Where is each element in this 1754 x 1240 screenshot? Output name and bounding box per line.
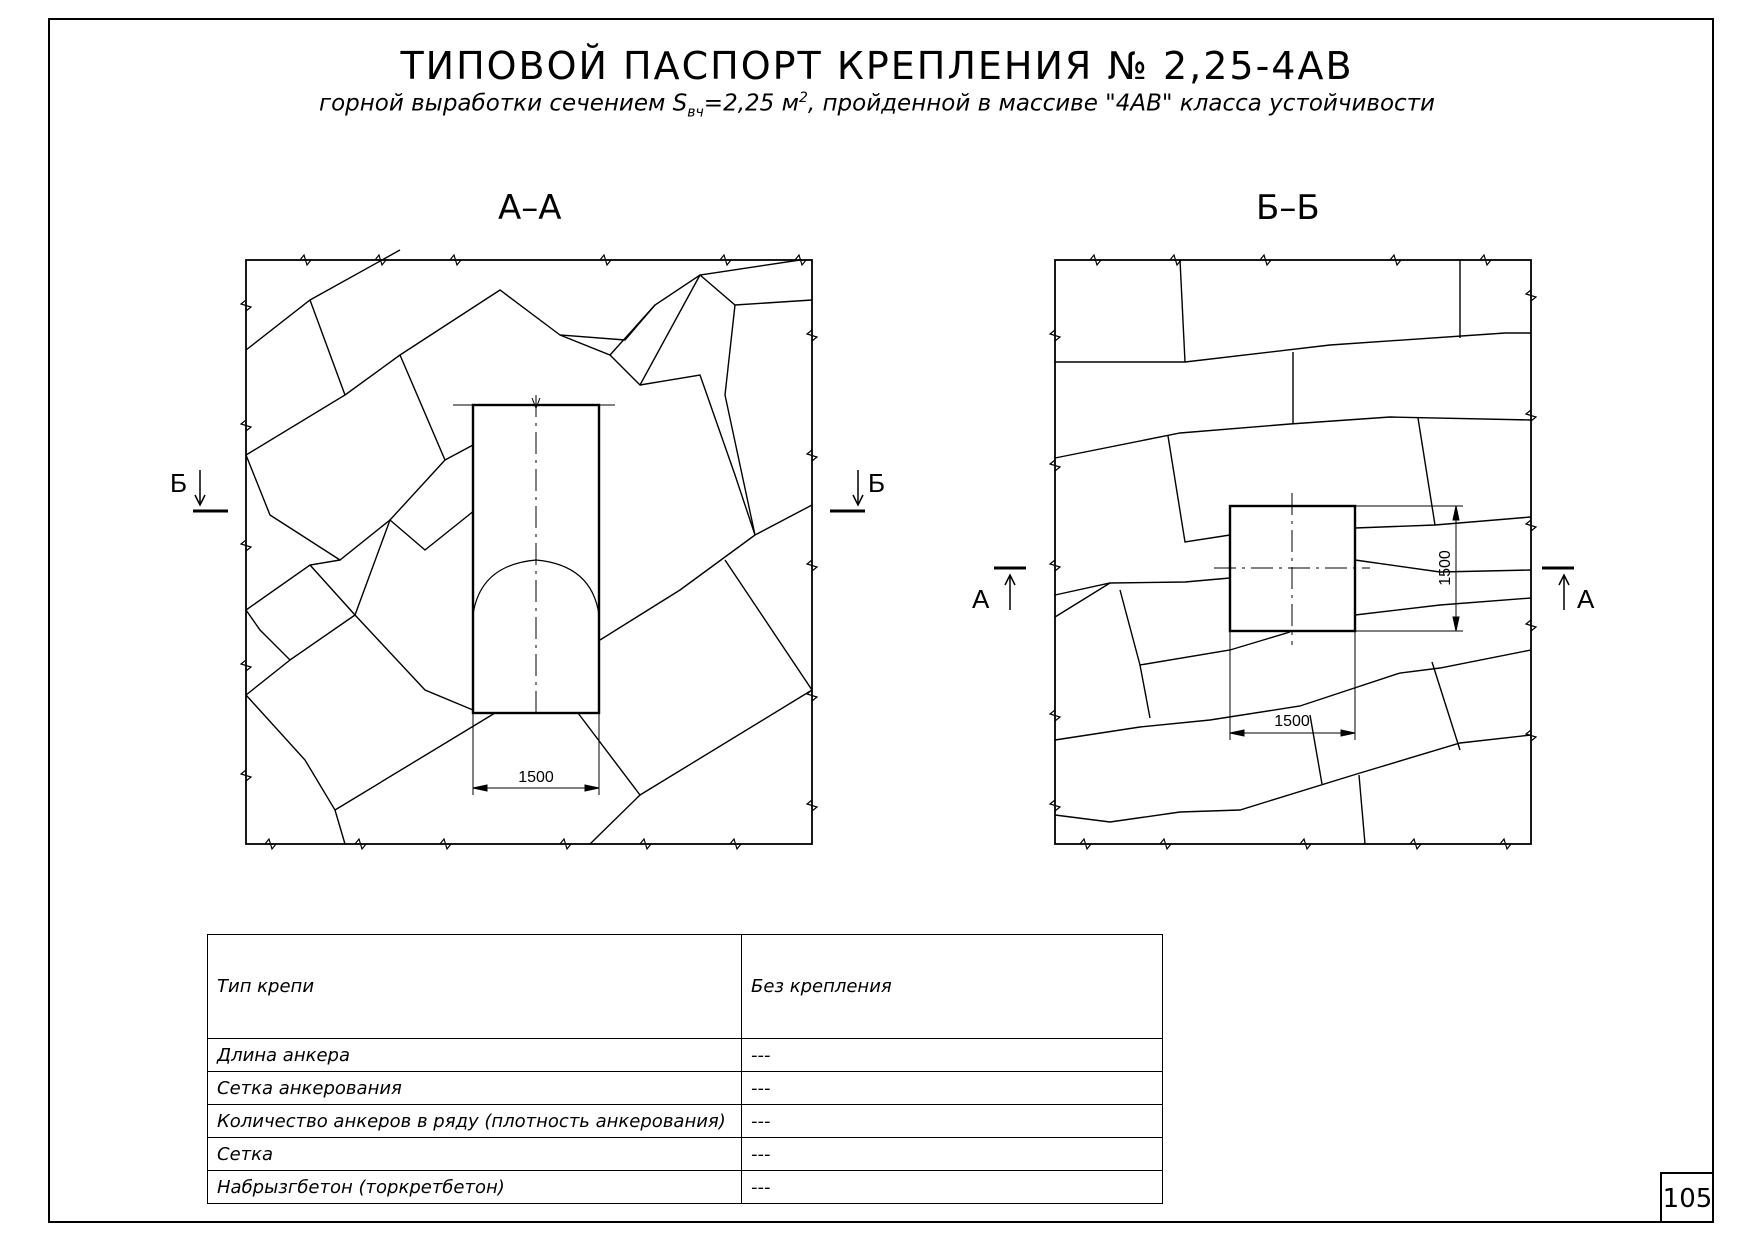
table-header-value: Без крепления — [741, 934, 1163, 1039]
section-aa-break-marks — [239, 253, 819, 851]
view-label-bb: Б–Б — [1256, 188, 1320, 228]
subtitle-superscript: 2 — [798, 90, 808, 106]
section-bb-rock-joints — [1054, 259, 1532, 845]
cut-mark-bb-left-label: А — [972, 584, 990, 614]
subtitle-text-start: горной выработки сечением S — [318, 90, 688, 117]
subtitle-text-middle: =2,25 м — [703, 90, 799, 117]
table-row-value: --- — [741, 1104, 1163, 1138]
cut-mark-bb-right-label: А — [1577, 584, 1595, 614]
dimension-aa-text: 1500 — [518, 769, 554, 786]
section-aa-rock-joints — [245, 249, 813, 845]
cut-mark-aa-left — [193, 470, 228, 513]
table-row: Сетка анкерования --- — [207, 1071, 1163, 1105]
cut-mark-aa-right-label: Б — [868, 468, 885, 498]
support-spec-table: Тип крепи Без крепления Длина анкера ---… — [207, 934, 1163, 1204]
table-row: Набрызгбетон (торкретбетон) --- — [207, 1170, 1163, 1204]
view-label-aa: А–А — [498, 188, 562, 228]
table-row-value: --- — [741, 1071, 1163, 1105]
section-aa-border — [245, 259, 813, 845]
table-row-value: --- — [741, 1170, 1163, 1204]
table-row-value: --- — [741, 1038, 1163, 1072]
table-row: Сетка --- — [207, 1137, 1163, 1171]
table-row-value: --- — [741, 1137, 1163, 1171]
dimension-aa — [472, 713, 600, 795]
dimension-bb-horizontal-text: 1500 — [1274, 713, 1310, 730]
section-bb: 1500 1500 А А — [972, 253, 1595, 851]
table-row: Количество анкеров в ряду (плотность анк… — [207, 1104, 1163, 1138]
table-row-label: Набрызгбетон (торкретбетон) — [207, 1170, 742, 1204]
drawing-subtitle: горной выработки сечением Sвч=2,25 м2, п… — [0, 90, 1754, 120]
cut-mark-bb-left — [994, 566, 1026, 610]
subtitle-text-end: , пройденной в массиве "4АВ" класса усто… — [807, 90, 1436, 117]
sheet-frame — [48, 18, 1714, 1223]
excavation-aa — [453, 395, 615, 715]
dimension-bb-horizontal — [1229, 631, 1356, 740]
cut-mark-aa-left-label: Б — [170, 468, 187, 498]
table-row: Длина анкера --- — [207, 1038, 1163, 1072]
cut-mark-aa-right — [830, 470, 865, 513]
page-number: 105 — [1660, 1172, 1713, 1223]
drawing-title: ТИПОВОЙ ПАСПОРТ КРЕПЛЕНИЯ № 2,25-4АВ — [400, 44, 1354, 88]
dimension-bb-vertical-text: 1500 — [1437, 550, 1454, 586]
table-row-label: Количество анкеров в ряду (плотность анк… — [207, 1104, 742, 1138]
dimension-bb-vertical — [1355, 505, 1463, 632]
subtitle-subscript: вч — [687, 104, 704, 121]
table-row-label: Сетка — [207, 1137, 742, 1171]
table-header-label: Тип крепи — [207, 934, 742, 1039]
table-header-row: Тип крепи Без крепления — [207, 934, 1163, 1039]
section-bb-border — [1054, 259, 1532, 845]
section-aa: 1500 Б Б — [170, 249, 885, 851]
excavation-bb — [1214, 493, 1370, 645]
table-row-label: Сетка анкерования — [207, 1071, 742, 1105]
section-bb-break-marks — [1048, 253, 1538, 851]
table-row-label: Длина анкера — [207, 1038, 742, 1072]
cut-mark-bb-right — [1542, 566, 1574, 610]
